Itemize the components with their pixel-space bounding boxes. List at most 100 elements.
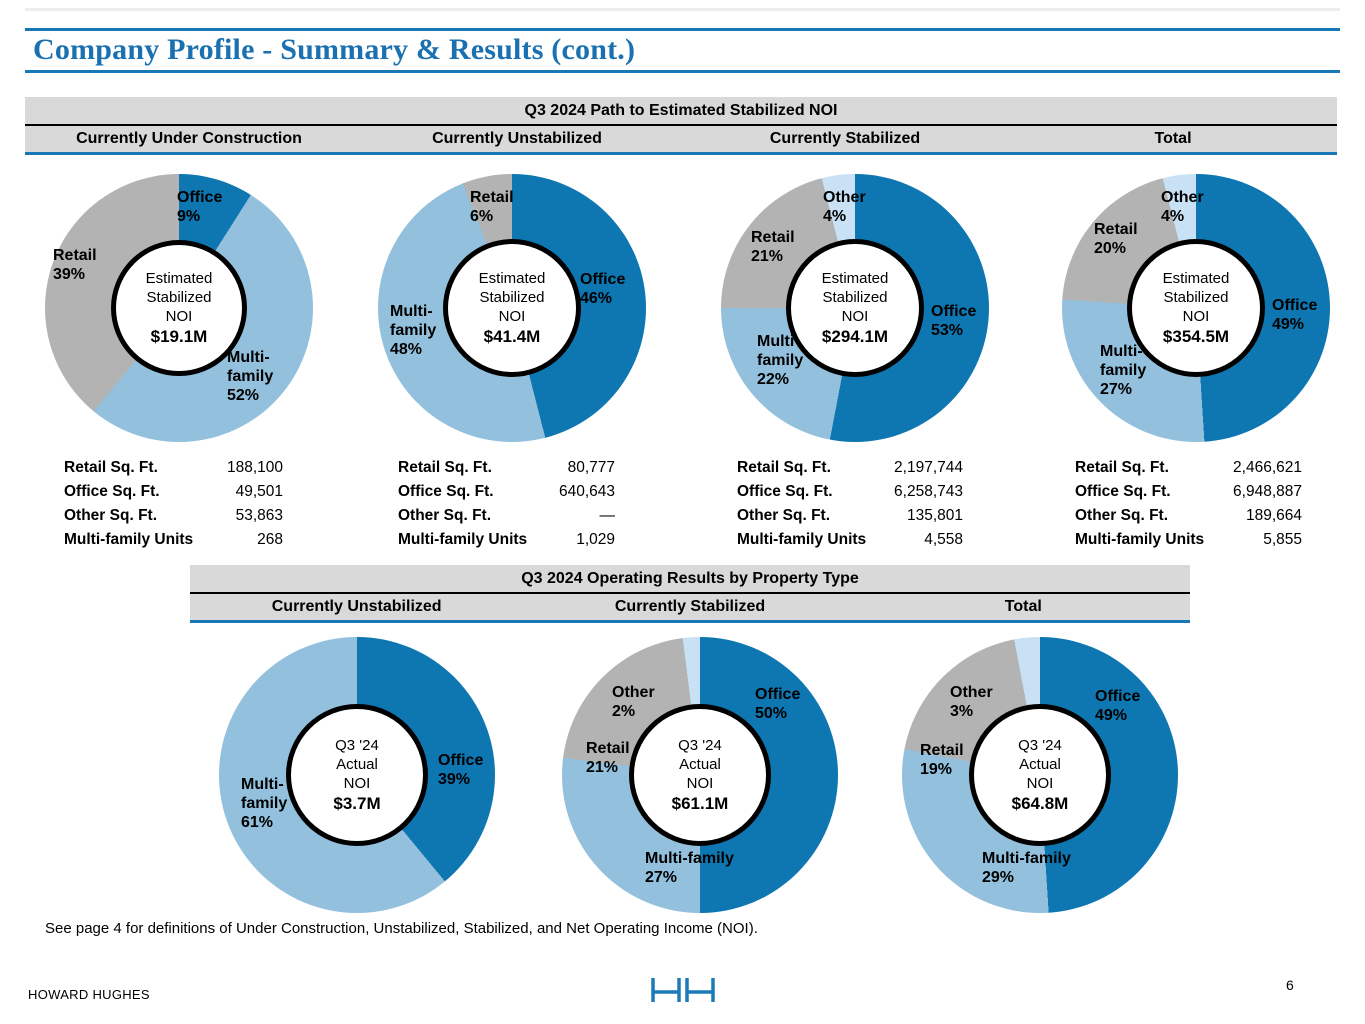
column-header-unstabilized: Currently Unstabilized (432, 130, 602, 147)
section1-header: Q3 2024 Path to Estimated Stabilized NOI… (25, 97, 1337, 155)
stats-row-label: Other Sq. Ft. (1075, 507, 1168, 524)
stats-row: Retail Sq. Ft. 2,466,621 (1075, 456, 1302, 480)
stats-row: Multi-family Units 5,855 (1075, 528, 1302, 552)
donut-center: Q3 '24 Actual NOI $64.8M (969, 704, 1111, 846)
stats-row-label: Retail Sq. Ft. (737, 459, 831, 476)
stats-row-label: Retail Sq. Ft. (398, 459, 492, 476)
donut-center-line: Actual (679, 756, 721, 773)
donut-center-value: $354.5M (1162, 327, 1230, 346)
other-slice-label: Other 2% (612, 684, 655, 720)
retail-slice-label: Retail 39% (53, 247, 97, 283)
stats-row: Office Sq. Ft. 640,643 (398, 480, 615, 504)
donut-center-line: Estimated (821, 270, 889, 287)
donut-chart-stabilized: Estimated Stabilized NOI $294.1M Office 53% Mu… (721, 174, 989, 442)
stats-row: Retail Sq. Ft. 188,100 (64, 456, 283, 480)
donut-center-line: NOI (1182, 308, 1210, 325)
stats-row-label: Retail Sq. Ft. (1075, 459, 1169, 476)
donut-center-line: Actual (1019, 756, 1061, 773)
stats-table-total: Retail Sq. Ft. 2,466,621 Office Sq. Ft. 6,9… (1075, 456, 1302, 552)
stats-row-value: 640,643 (558, 483, 615, 500)
stats-row-label: Other Sq. Ft. (737, 507, 830, 524)
stats-row-value: 189,664 (1245, 507, 1302, 524)
stats-row-value: 188,100 (226, 459, 283, 476)
office-slice-label: Office 50% (755, 686, 801, 722)
donut-center-line: Estimated (1162, 270, 1230, 287)
stats-table-stabilized: Retail Sq. Ft. 2,197,744 Office Sq. Ft. 6,2… (737, 456, 963, 552)
section2-columns: Currently Unstabilized Currently Stabili… (190, 594, 1190, 620)
stats-row: Retail Sq. Ft. 2,197,744 (737, 456, 963, 480)
donut-chart-operating-total: Q3 '24 Actual NOI $64.8M Office 49% Multi-fami… (902, 637, 1178, 913)
donut-center-line: Q3 '24 (678, 737, 722, 754)
section1-columns: Currently Under Construction Currently U… (25, 126, 1337, 152)
donut-center-line: Stabilized (1163, 289, 1229, 306)
multifamily-slice-label: Multi-family 48% (390, 303, 437, 358)
page-number: 6 (1286, 977, 1294, 993)
multifamily-slice-label: Multi-family 29% (982, 850, 1071, 886)
hh-logo-icon (650, 977, 716, 1008)
donut-center-line: Q3 '24 (335, 737, 379, 754)
stats-row: Retail Sq. Ft. 80,777 (398, 456, 615, 480)
donut-center-value: $19.1M (150, 327, 208, 346)
stats-row-label: Retail Sq. Ft. (64, 459, 158, 476)
donut-center-line: NOI (686, 775, 714, 792)
other-slice-label: Other 4% (823, 189, 866, 225)
stats-row: Other Sq. Ft. — (398, 504, 615, 528)
title-rule-top (25, 28, 1340, 31)
stats-row-label: Multi-family Units (398, 531, 528, 548)
stats-row-label: Multi-family Units (737, 531, 867, 548)
donut-center-value: $294.1M (821, 327, 889, 346)
donut-chart-under-construction: Estimated Stabilized NOI $19.1M Office 9% Mult… (45, 174, 313, 442)
office-slice-label: Office 53% (931, 303, 977, 339)
stats-row: Multi-family Units 4,558 (737, 528, 963, 552)
column-header-stabilized: Currently Stabilized (769, 130, 921, 147)
stats-row: Multi-family Units 268 (64, 528, 283, 552)
footnote: See page 4 for definitions of Under Cons… (45, 920, 758, 937)
stats-row: Other Sq. Ft. 135,801 (737, 504, 963, 528)
donut-center: Estimated Stabilized NOI $294.1M (786, 239, 924, 377)
donut-center: Q3 '24 Actual NOI $3.7M (286, 704, 428, 846)
donut-center-line: Q3 '24 (1018, 737, 1062, 754)
office-slice-label: Office 9% (177, 189, 223, 225)
stats-row-label: Other Sq. Ft. (64, 507, 157, 524)
column-header-under-construction: Currently Under Construction (76, 130, 302, 147)
retail-slice-label: Retail 21% (586, 740, 630, 776)
donut-center-line: NOI (343, 775, 371, 792)
donut-center: Estimated Stabilized NOI $41.4M (443, 239, 581, 377)
stats-table-unstabilized: Retail Sq. Ft. 80,777 Office Sq. Ft. 640,64… (398, 456, 615, 552)
donut-center-line: NOI (498, 308, 526, 325)
donut-chart-operating-unstabilized: Q3 '24 Actual NOI $3.7M Office 39% Multi-famil… (219, 637, 495, 913)
donut-center-value: $3.7M (333, 794, 381, 813)
donut-center-line: Stabilized (479, 289, 545, 306)
title-rule-bottom (25, 70, 1340, 73)
stats-row-label: Other Sq. Ft. (398, 507, 491, 524)
donut-center-line: Estimated (478, 270, 546, 287)
stats-row-value: 268 (257, 531, 283, 548)
multifamily-slice-label: Multi-family 52% (227, 349, 274, 404)
stats-row-value: 49,501 (235, 483, 283, 500)
donut-center: Estimated Stabilized NOI $354.5M (1127, 239, 1265, 377)
donut-chart-total: Estimated Stabilized NOI $354.5M Office 49% Mu… (1062, 174, 1330, 442)
donut-chart-operating-stabilized: Q3 '24 Actual NOI $61.1M Office 50% Multi-fami… (562, 637, 838, 913)
stats-row-value: 1,029 (576, 531, 615, 548)
stats-row-label: Office Sq. Ft. (737, 483, 833, 500)
stats-row-label: Multi-family Units (1075, 531, 1205, 548)
donut-center: Estimated Stabilized NOI $19.1M (111, 240, 247, 376)
retail-slice-label: Retail 6% (470, 189, 514, 225)
donut-chart-unstabilized: Estimated Stabilized NOI $41.4M Office 46% Mul… (378, 174, 646, 442)
donut-center-line: Stabilized (822, 289, 888, 306)
donut-center-line: NOI (165, 308, 193, 325)
multifamily-slice-label: Multi-family 27% (645, 850, 734, 886)
company-name: HOWARD HUGHES (28, 987, 150, 1002)
column-header-total-2: Total (1004, 598, 1042, 615)
retail-slice-label: Retail 20% (1094, 221, 1138, 257)
stats-row: Office Sq. Ft. 6,948,887 (1075, 480, 1302, 504)
multifamily-slice-label: Multi-family 27% (1100, 343, 1147, 398)
stats-row-value: 6,948,887 (1233, 483, 1302, 500)
retail-slice-label: Retail 19% (920, 742, 964, 778)
stats-row-value: 6,258,743 (894, 483, 963, 500)
page-title: Company Profile - Summary & Results (con… (33, 33, 636, 66)
stats-row-value: 135,801 (906, 507, 963, 524)
donut-center-line: NOI (1026, 775, 1054, 792)
column-header-unstabilized-2: Currently Unstabilized (271, 598, 442, 615)
